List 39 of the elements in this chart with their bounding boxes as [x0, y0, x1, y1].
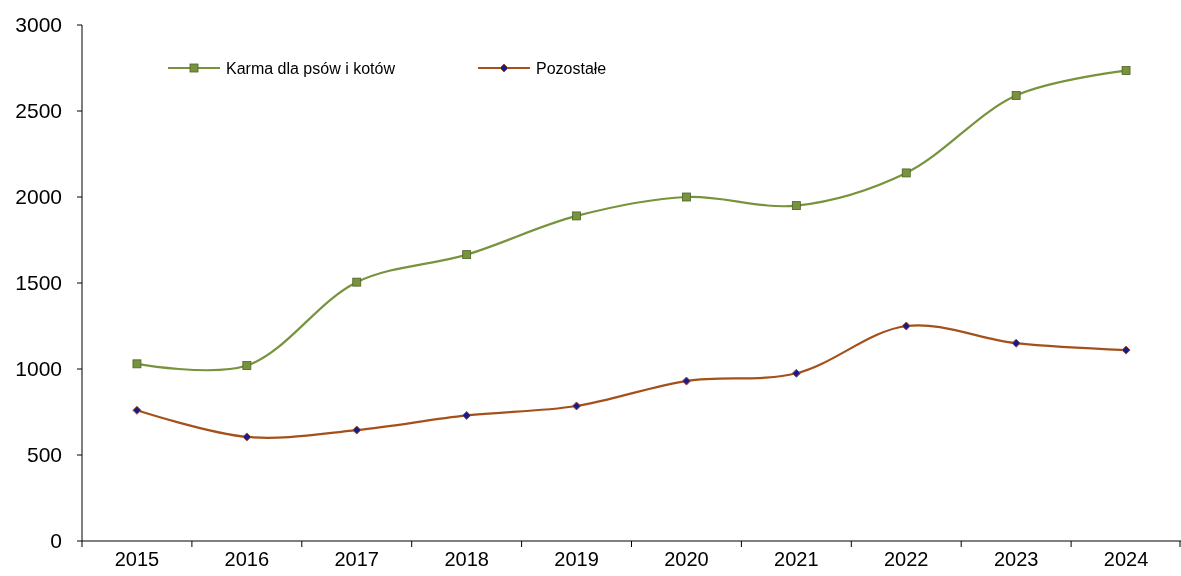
x-tick-label: 2021: [774, 548, 819, 570]
point: [462, 410, 472, 420]
point: [572, 211, 581, 221]
point: [1011, 91, 1021, 100]
x-tick-label: 2017: [334, 548, 379, 570]
point: [242, 432, 252, 442]
y-tick-label: 1000: [15, 357, 62, 381]
y-tick-label: 2000: [15, 185, 62, 209]
legend-label: Karma dla psów i kotów: [226, 59, 396, 77]
x-tick-label: 2018: [444, 548, 489, 570]
x-tick-label: 2015: [114, 548, 160, 570]
y-tick-label: 500: [26, 443, 62, 467]
point: [352, 277, 362, 287]
x-tick-label: 2016: [224, 548, 270, 570]
point: [791, 201, 801, 210]
legend-label: Pozostałe: [536, 59, 607, 77]
y-tick-label: 2500: [15, 99, 62, 123]
point: [352, 425, 362, 435]
point: [242, 361, 252, 370]
x-tick-label: 2022: [884, 548, 929, 570]
point: [681, 376, 691, 386]
point: [682, 192, 691, 202]
point: [132, 359, 142, 369]
y-tick-label: 0: [50, 529, 62, 553]
x-tick-label: 2024: [1103, 548, 1149, 570]
x-tick-label: 2023: [993, 548, 1039, 570]
y-tick-label: 3000: [15, 13, 62, 37]
x-tick-label: 2019: [554, 548, 599, 570]
point: [462, 250, 472, 260]
point: [901, 168, 911, 178]
point: [1121, 345, 1131, 355]
point: [791, 368, 801, 378]
point: [901, 321, 911, 331]
point: [1121, 66, 1131, 75]
x-tick-label: 2020: [664, 548, 709, 570]
y-tick-label: 1500: [15, 271, 62, 295]
point: [132, 405, 142, 415]
point: [1011, 338, 1021, 348]
point: [572, 401, 582, 411]
